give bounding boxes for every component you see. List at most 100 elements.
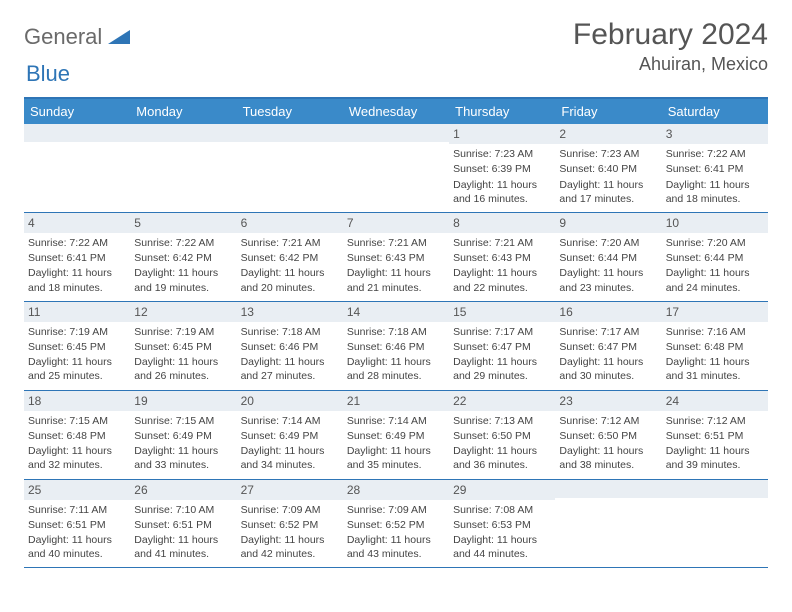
day-detail: Sunset: 6:48 PM xyxy=(666,340,764,354)
brand-logo: General xyxy=(24,18,132,50)
day-detail: Sunrise: 7:17 AM xyxy=(559,325,657,339)
day-number: 4 xyxy=(24,213,130,233)
day-detail: Daylight: 11 hours and 16 minutes. xyxy=(453,178,551,206)
day-number: 20 xyxy=(237,391,343,411)
day-number xyxy=(662,480,768,498)
day-detail: Daylight: 11 hours and 38 minutes. xyxy=(559,444,657,472)
calendar-cell xyxy=(237,124,343,212)
day-detail: Sunset: 6:51 PM xyxy=(134,518,232,532)
day-detail: Daylight: 11 hours and 33 minutes. xyxy=(134,444,232,472)
day-number: 13 xyxy=(237,302,343,322)
day-detail: Sunset: 6:42 PM xyxy=(134,251,232,265)
title-block: February 2024 Ahuiran, Mexico xyxy=(573,18,768,75)
day-detail: Daylight: 11 hours and 18 minutes. xyxy=(28,266,126,294)
calendar-cell: 6Sunrise: 7:21 AMSunset: 6:42 PMDaylight… xyxy=(237,213,343,301)
day-header: Thursday xyxy=(449,99,555,124)
day-detail: Sunset: 6:46 PM xyxy=(347,340,445,354)
day-number: 1 xyxy=(449,124,555,144)
calendar-cell: 24Sunrise: 7:12 AMSunset: 6:51 PMDayligh… xyxy=(662,391,768,479)
calendar-week: 25Sunrise: 7:11 AMSunset: 6:51 PMDayligh… xyxy=(24,480,768,569)
calendar-cell xyxy=(130,124,236,212)
calendar-cell: 13Sunrise: 7:18 AMSunset: 6:46 PMDayligh… xyxy=(237,302,343,390)
calendar-cell: 19Sunrise: 7:15 AMSunset: 6:49 PMDayligh… xyxy=(130,391,236,479)
calendar-cell: 2Sunrise: 7:23 AMSunset: 6:40 PMDaylight… xyxy=(555,124,661,212)
day-detail: Daylight: 11 hours and 34 minutes. xyxy=(241,444,339,472)
calendar-cell: 14 Sunrise: 7:18 AMSunset: 6:46 PMDayligh… xyxy=(343,302,449,390)
day-detail: Sunrise: 7:08 AM xyxy=(453,503,551,517)
calendar-cell xyxy=(555,480,661,568)
day-detail: Sunset: 6:52 PM xyxy=(347,518,445,532)
day-header: Saturday xyxy=(662,99,768,124)
day-detail: Sunset: 6:44 PM xyxy=(666,251,764,265)
day-detail: Sunset: 6:40 PM xyxy=(559,162,657,176)
day-number: 28 xyxy=(343,480,449,500)
day-number xyxy=(555,480,661,498)
day-detail: Sunset: 6:52 PM xyxy=(241,518,339,532)
day-detail: Daylight: 11 hours and 17 minutes. xyxy=(559,178,657,206)
calendar-cell: 25Sunrise: 7:11 AMSunset: 6:51 PMDayligh… xyxy=(24,480,130,568)
calendar-cell xyxy=(24,124,130,212)
day-detail: Sunset: 6:43 PM xyxy=(347,251,445,265)
day-detail: Sunrise: 7:19 AM xyxy=(134,325,232,339)
day-detail: Sunrise: 7:18 AM xyxy=(347,325,445,339)
day-number: 8 xyxy=(449,213,555,233)
brand-name-b: Blue xyxy=(26,61,70,86)
day-detail: Sunset: 6:49 PM xyxy=(241,429,339,443)
day-detail: Daylight: 11 hours and 41 minutes. xyxy=(134,533,232,561)
calendar-cell: 9Sunrise: 7:20 AMSunset: 6:44 PMDaylight… xyxy=(555,213,661,301)
day-detail: Daylight: 11 hours and 32 minutes. xyxy=(28,444,126,472)
calendar-cell: 23Sunrise: 7:12 AMSunset: 6:50 PMDayligh… xyxy=(555,391,661,479)
day-detail: Sunset: 6:42 PM xyxy=(241,251,339,265)
day-number: 6 xyxy=(237,213,343,233)
calendar-cell: 12Sunrise: 7:19 AMSunset: 6:45 PMDayligh… xyxy=(130,302,236,390)
day-detail: Sunrise: 7:14 AM xyxy=(347,414,445,428)
day-detail: Daylight: 11 hours and 28 minutes. xyxy=(347,355,445,383)
calendar-grid: Sunday Monday Tuesday Wednesday Thursday… xyxy=(24,97,768,568)
day-number: 26 xyxy=(130,480,236,500)
day-detail: Sunrise: 7:13 AM xyxy=(453,414,551,428)
day-detail: Sunset: 6:45 PM xyxy=(134,340,232,354)
calendar-cell: 21Sunrise: 7:14 AMSunset: 6:49 PMDayligh… xyxy=(343,391,449,479)
triangle-icon xyxy=(108,26,130,49)
brand-name-a: General xyxy=(24,24,102,50)
calendar-cell: 29Sunrise: 7:08 AMSunset: 6:53 PMDayligh… xyxy=(449,480,555,568)
day-number: 5 xyxy=(130,213,236,233)
day-detail: Sunrise: 7:22 AM xyxy=(666,147,764,161)
calendar-cell: 8Sunrise: 7:21 AMSunset: 6:43 PMDaylight… xyxy=(449,213,555,301)
location-subtitle: Ahuiran, Mexico xyxy=(573,54,768,75)
day-number: 19 xyxy=(130,391,236,411)
day-detail: Daylight: 11 hours and 23 minutes. xyxy=(559,266,657,294)
day-detail: Sunset: 6:51 PM xyxy=(666,429,764,443)
day-detail: Daylight: 11 hours and 25 minutes. xyxy=(28,355,126,383)
day-number: 17 xyxy=(662,302,768,322)
day-detail: Sunrise: 7:19 AM xyxy=(28,325,126,339)
day-detail: Sunrise: 7:16 AM xyxy=(666,325,764,339)
calendar-cell: 28Sunrise: 7:09 AMSunset: 6:52 PMDayligh… xyxy=(343,480,449,568)
day-detail: Sunset: 6:45 PM xyxy=(28,340,126,354)
day-number: 10 xyxy=(662,213,768,233)
day-detail: Sunset: 6:47 PM xyxy=(559,340,657,354)
day-detail: Sunrise: 7:22 AM xyxy=(134,236,232,250)
day-number: 9 xyxy=(555,213,661,233)
day-number: 15 xyxy=(449,302,555,322)
day-detail: Daylight: 11 hours and 30 minutes. xyxy=(559,355,657,383)
day-number: 7 xyxy=(343,213,449,233)
day-number xyxy=(24,124,130,142)
day-detail: Daylight: 11 hours and 24 minutes. xyxy=(666,266,764,294)
day-detail: Sunrise: 7:20 AM xyxy=(666,236,764,250)
day-detail: Daylight: 11 hours and 27 minutes. xyxy=(241,355,339,383)
day-detail: Sunset: 6:41 PM xyxy=(28,251,126,265)
day-number: 2 xyxy=(555,124,661,144)
day-number: 12 xyxy=(130,302,236,322)
calendar-cell: 16Sunrise: 7:17 AMSunset: 6:47 PMDayligh… xyxy=(555,302,661,390)
day-number: 21 xyxy=(343,391,449,411)
calendar-cell: 11Sunrise: 7:19 AMSunset: 6:45 PMDayligh… xyxy=(24,302,130,390)
calendar-cell: 3Sunrise: 7:22 AMSunset: 6:41 PMDaylight… xyxy=(662,124,768,212)
day-number: 14 xyxy=(343,302,449,322)
calendar-cell: 20Sunrise: 7:14 AMSunset: 6:49 PMDayligh… xyxy=(237,391,343,479)
weeks-container: 1Sunrise: 7:23 AMSunset: 6:39 PMDaylight… xyxy=(24,124,768,568)
calendar-cell: 18Sunrise: 7:15 AMSunset: 6:48 PMDayligh… xyxy=(24,391,130,479)
day-number: 27 xyxy=(237,480,343,500)
day-detail: Sunset: 6:43 PM xyxy=(453,251,551,265)
day-number xyxy=(237,124,343,142)
